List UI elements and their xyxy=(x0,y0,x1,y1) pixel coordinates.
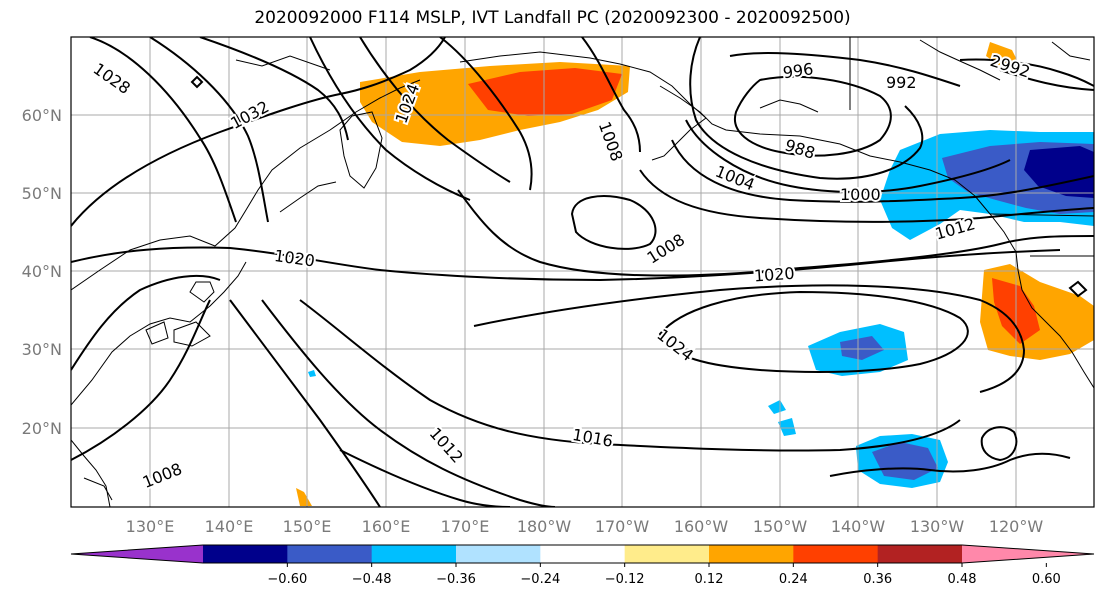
lon-label: 140°W xyxy=(831,517,886,536)
colorbar-tick-label: 0.24 xyxy=(779,572,808,587)
ivt-negative-shading xyxy=(308,130,1094,488)
lon-label: 120°W xyxy=(989,517,1044,536)
small-highs xyxy=(190,75,1088,298)
colorbar-bin xyxy=(371,545,457,563)
colorbar-bin xyxy=(877,545,963,563)
contour-label: 992 xyxy=(886,73,917,92)
longitude-labels: 130°E 140°E 150°E 160°E 170°E 180°W 170°… xyxy=(126,517,1044,536)
lon-label: 140°E xyxy=(205,517,254,536)
lon-label: 160°E xyxy=(362,517,411,536)
colorbar-bin xyxy=(203,545,288,563)
map-title: 2020092000 F114 MSLP, IVT Landfall PC (2… xyxy=(254,8,851,28)
contour-label: 1020 xyxy=(753,264,795,286)
lon-label: 180°W xyxy=(517,517,572,536)
colorbar-bin xyxy=(287,545,373,563)
colorbar-tick-label: 0.36 xyxy=(863,572,892,587)
lon-label: 130°W xyxy=(910,517,965,536)
contour-label: 1000 xyxy=(840,185,881,204)
lat-label: 60°N xyxy=(22,106,62,125)
lon-label: 150°W xyxy=(753,517,808,536)
colorbar-tick-label: 0.12 xyxy=(695,572,724,587)
lat-label: 40°N xyxy=(22,262,62,281)
lon-label: 130°E xyxy=(126,517,175,536)
lon-label: 170°E xyxy=(441,517,490,536)
mslp-contours xyxy=(71,37,1094,507)
colorbar-bin xyxy=(709,545,794,563)
map-frame xyxy=(70,36,1095,508)
lon-label: 150°E xyxy=(283,517,332,536)
lon-label: 160°W xyxy=(674,517,729,536)
colorbar-bin xyxy=(624,545,710,563)
latitude-labels: 60°N 50°N 40°N 30°N 20°N xyxy=(22,106,62,438)
lat-label: 20°N xyxy=(22,419,62,438)
colorbar-tick-label: 0.48 xyxy=(948,572,977,587)
lat-label: 30°N xyxy=(22,340,62,359)
colorbar-tick-label: −0.60 xyxy=(267,572,307,587)
graticule xyxy=(71,37,1094,507)
colorbar-extend-low xyxy=(71,545,203,563)
colorbar-tick-label: −0.36 xyxy=(436,572,476,587)
lon-label: 170°W xyxy=(595,517,650,536)
colorbar-ticks: −0.60 −0.48 −0.36 −0.24 −0.12 0.12 0.24 0.36 0.4… xyxy=(267,563,1061,587)
colorbar-tick-label: −0.24 xyxy=(520,572,560,587)
colorbar-bin xyxy=(793,545,879,563)
lat-label: 50°N xyxy=(22,184,62,203)
colorbar-tick-label: −0.12 xyxy=(605,572,645,587)
colorbar-tick-label: 0.60 xyxy=(1032,572,1061,587)
colorbar-bin xyxy=(540,545,626,563)
colorbar-outline xyxy=(70,544,1095,564)
colorbar-bin xyxy=(456,545,541,563)
colorbar xyxy=(70,544,1095,564)
colorbar-extend-high xyxy=(962,545,1094,563)
colorbar-tick-label: −0.48 xyxy=(352,572,392,587)
